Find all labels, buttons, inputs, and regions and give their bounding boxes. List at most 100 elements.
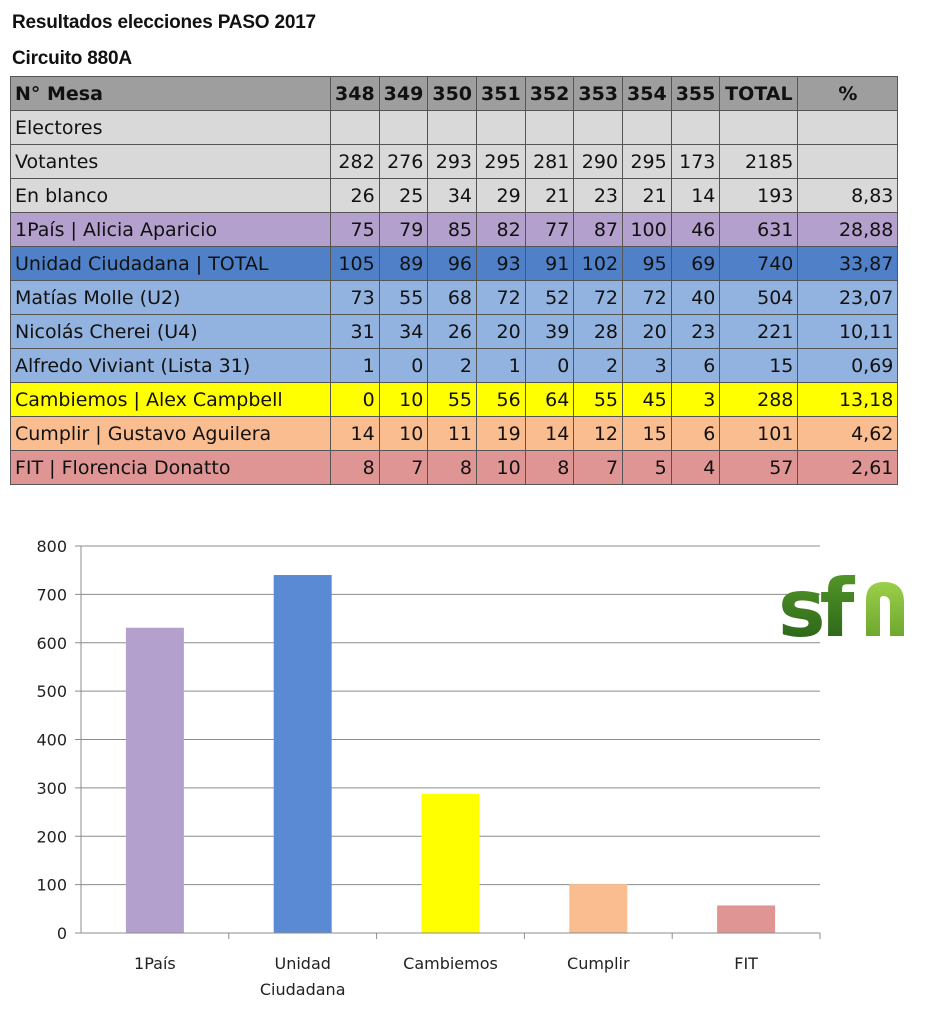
table-cell: 72 [573, 280, 624, 315]
table-cell: 72 [622, 280, 672, 315]
header-cell: N° Mesa [10, 76, 331, 111]
row-label: Electores [10, 110, 331, 145]
header-cell: 348 [330, 76, 380, 111]
table-cell: 4,62 [797, 416, 899, 451]
table-cell: 15 [622, 416, 672, 451]
row-label: En blanco [10, 178, 331, 213]
table-cell: 14 [670, 178, 721, 213]
table-row: 1País | Alicia Aparicio 75 79 85 82 77 87 100 46… [10, 212, 899, 247]
table-cell: 173 [670, 144, 721, 179]
table-cell: 46 [670, 212, 721, 247]
table-cell: 4 [670, 450, 721, 485]
table-cell: 290 [573, 144, 624, 179]
table-cell: 2 [427, 348, 478, 383]
table-cell: 72 [476, 280, 526, 315]
y-tick-label: 200 [36, 827, 67, 846]
table-cell [378, 110, 429, 145]
table-cell: 100 [622, 212, 672, 247]
table-cell: 5 [622, 450, 672, 485]
header-cell: 349 [378, 76, 429, 111]
y-tick-label: 600 [36, 634, 67, 653]
table-cell: 29 [476, 178, 526, 213]
table-cell: 77 [524, 212, 575, 247]
table-cell: 3 [622, 348, 672, 383]
header-cell: % [797, 76, 899, 111]
table-cell: 69 [670, 246, 721, 281]
table-cell: 85 [427, 212, 478, 247]
x-tick-label: Unidad Ciudadana [260, 954, 346, 999]
table-cell: 295 [622, 144, 672, 179]
table-cell: 20 [622, 314, 672, 349]
table-cell: 3 [670, 382, 721, 417]
bars [125, 575, 776, 933]
table-cell [476, 110, 526, 145]
table-cell: 55 [378, 280, 429, 315]
table-cell: 11 [427, 416, 478, 451]
table-cell: 6 [670, 416, 721, 451]
table-cell: 8 [524, 450, 575, 485]
table-row: Alfredo Viviant (Lista 31) 1 0 2 1 0 2 3 6 15 0,69 [10, 348, 899, 383]
table-cell: 56 [476, 382, 526, 417]
bar-cumplir [569, 884, 628, 933]
results-table: N° Mesa 348 349 350 351 352 353 354 355 … [10, 76, 899, 485]
table-cell: 73 [330, 280, 380, 315]
y-tick-label: 700 [36, 585, 67, 604]
table-cell: 79 [378, 212, 429, 247]
table-cell: 87 [573, 212, 624, 247]
table-cell: 10,11 [797, 314, 899, 349]
table-cell: 31 [330, 314, 380, 349]
table-cell: 23,07 [797, 280, 899, 315]
svg-text:sf: sf [778, 562, 856, 644]
table-row: En blanco 26 25 34 29 21 23 21 14 193 8,83 [10, 178, 899, 213]
table-cell: 96 [427, 246, 478, 281]
table-cell: 740 [719, 246, 799, 281]
table-cell: 105 [330, 246, 380, 281]
row-label: Cumplir | Gustavo Aguilera [10, 416, 331, 451]
table-cell: 1 [476, 348, 526, 383]
table-cell: 0 [524, 348, 575, 383]
table-cell: 23 [573, 178, 624, 213]
grid-lines [81, 545, 820, 934]
table-cell: 21 [524, 178, 575, 213]
bar-1pa-s [125, 627, 184, 933]
table-cell: 28,88 [797, 212, 899, 247]
table-cell [622, 110, 672, 145]
table-row: Votantes 282 276 293 295 281 290 295 173 2185 [10, 144, 899, 179]
table-cell: 2,61 [797, 450, 899, 485]
table-cell: 39 [524, 314, 575, 349]
table-cell [670, 110, 721, 145]
table-cell: 293 [427, 144, 478, 179]
table-cell: 288 [719, 382, 799, 417]
table-row: Matías Molle (U2) 73 55 68 72 52 72 72 40 504 23,0… [10, 280, 899, 315]
table-cell: 10 [378, 416, 429, 451]
table-cell: 21 [622, 178, 672, 213]
table-row: FIT | Florencia Donatto 8 7 8 10 8 7 5 4 57 2,61 [10, 450, 899, 485]
table-row: Cambiemos | Alex Campbell 0 10 55 56 64 55 45 3 2… [10, 382, 899, 417]
table-cell: 8,83 [797, 178, 899, 213]
table-cell: 95 [622, 246, 672, 281]
table-cell: 0 [330, 382, 380, 417]
table-cell: 55 [427, 382, 478, 417]
y-tick-label: 0 [57, 924, 67, 943]
header-cell: 350 [427, 76, 478, 111]
table-cell [719, 110, 799, 145]
table-body: Electores Votantes 282 276 293 295 281 290 295 17… [10, 110, 899, 485]
table-cell: 6 [670, 348, 721, 383]
table-cell [427, 110, 478, 145]
x-tick-label: Cambiemos [403, 954, 498, 973]
row-label: 1País | Alicia Aparicio [10, 212, 331, 247]
row-label: Matías Molle (U2) [10, 280, 331, 315]
table-cell: 91 [524, 246, 575, 281]
row-label: FIT | Florencia Donatto [10, 450, 331, 485]
table-row: Cumplir | Gustavo Aguilera 14 10 11 19 14 12 15… [10, 416, 899, 451]
y-tick-label: 300 [36, 779, 67, 798]
bar-chart: 0 100 200 300 400 500 600 700 800 1País Unidad Ciu… [36, 537, 821, 999]
table-cell: 40 [670, 280, 721, 315]
table-cell: 295 [476, 144, 526, 179]
table-cell: 26 [330, 178, 380, 213]
table-cell: 14 [330, 416, 380, 451]
table-cell: 12 [573, 416, 624, 451]
header-cell: 353 [573, 76, 624, 111]
table-row: Nicolás Cherei (U4) 31 34 26 20 39 28 20 23 221 10… [10, 314, 899, 349]
y-tick-label: 800 [36, 537, 67, 556]
